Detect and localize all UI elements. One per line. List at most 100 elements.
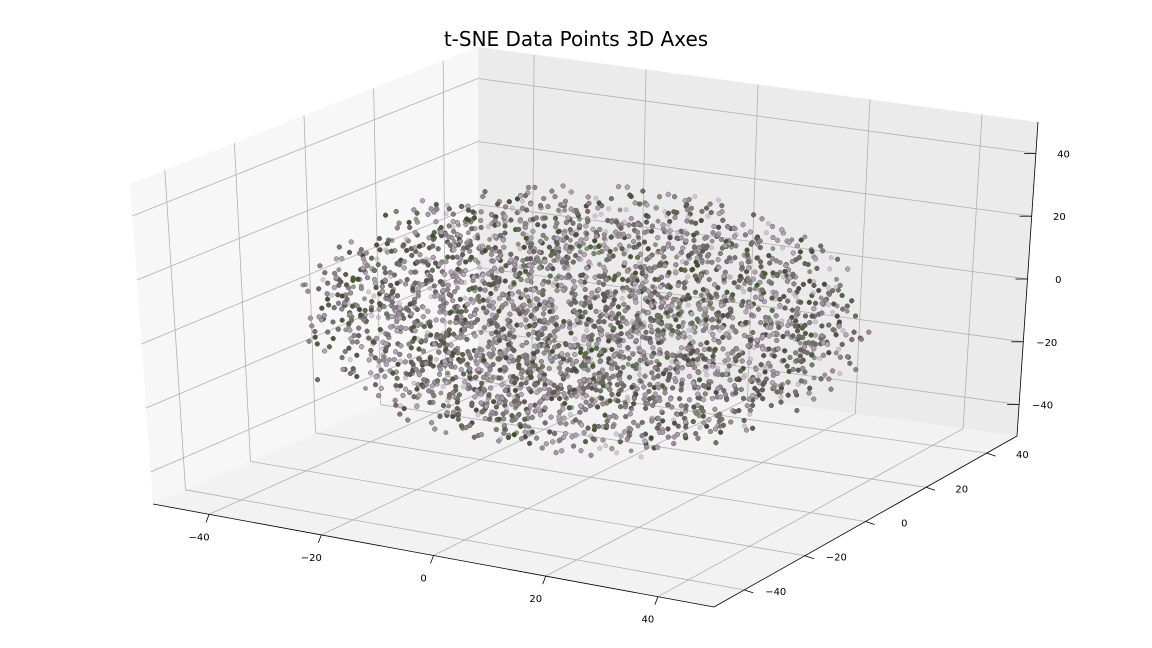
scatter-point — [818, 243, 824, 249]
scatter-point — [740, 222, 746, 228]
scatter-point — [797, 249, 803, 255]
scatter-point — [545, 204, 551, 210]
scatter-point — [640, 188, 646, 194]
scatter-point — [369, 255, 375, 261]
scatter-point — [833, 284, 839, 290]
scatter-point — [698, 217, 704, 224]
scatter-point — [586, 341, 592, 347]
scatter-point — [547, 333, 553, 339]
scatter-point — [761, 353, 767, 359]
scatter-point — [593, 195, 599, 201]
scatter-point — [576, 216, 583, 222]
scatter-point — [549, 188, 555, 194]
scatter-point — [387, 269, 393, 276]
scatter-point — [775, 237, 781, 243]
scatter-point — [767, 260, 773, 266]
scatter-point — [554, 241, 560, 247]
scatter-point — [691, 237, 697, 243]
scatter-point — [816, 287, 822, 294]
scatter-point — [819, 310, 825, 316]
scatter-point — [433, 201, 439, 208]
scatter-point — [633, 264, 639, 270]
scatter-point — [719, 203, 725, 209]
scatter-point — [708, 209, 714, 216]
scatter-point — [830, 309, 836, 316]
scatter-point — [696, 244, 702, 251]
scatter-point — [828, 255, 834, 261]
scatter-point — [595, 205, 601, 211]
scatter-point — [684, 207, 690, 213]
scatter-point — [763, 230, 769, 236]
scatter-point — [648, 339, 654, 346]
scatter-point — [515, 241, 521, 247]
scatter-point — [445, 254, 451, 260]
scatter-point — [529, 241, 535, 247]
scatter-point — [748, 241, 754, 247]
scatter-point — [537, 265, 543, 271]
scatter-point — [633, 299, 639, 305]
grid-lines — [132, 54, 1036, 598]
scatter-point — [550, 266, 556, 272]
scatter-point — [790, 250, 796, 256]
scatter-point — [686, 196, 692, 203]
scatter-point — [508, 251, 514, 257]
scatter-point — [461, 371, 467, 377]
gridline-z-back — [477, 141, 1032, 217]
scatter-point — [493, 329, 499, 335]
scatter-point — [482, 189, 488, 195]
scatter-point — [632, 200, 638, 206]
scatter-point — [503, 204, 509, 210]
scatter-point — [708, 317, 715, 323]
scatter-point — [684, 201, 690, 207]
scatter-point — [403, 236, 409, 242]
scatter-point — [624, 184, 630, 190]
scatter-point — [672, 214, 678, 221]
gridline-z-back — [477, 78, 1036, 154]
scatter-point — [643, 219, 650, 225]
scatter-point — [468, 254, 474, 260]
scatter-point — [642, 392, 648, 398]
scatter-point — [820, 352, 826, 358]
scatter-point — [601, 319, 607, 325]
scatter-point — [836, 319, 842, 325]
scatter-point — [777, 296, 783, 302]
scatter-point — [375, 314, 381, 320]
scatter-point — [780, 245, 786, 251]
scatter-point — [471, 215, 477, 221]
scatter-point — [625, 361, 631, 367]
scatter-point — [541, 223, 547, 229]
scatter-point — [585, 194, 591, 200]
scatter-point — [798, 237, 804, 243]
scatter-point — [626, 243, 632, 249]
scatter-point — [791, 281, 797, 287]
scatter-point — [716, 224, 722, 230]
scatter-point — [650, 345, 656, 351]
scatter-point — [527, 249, 533, 255]
scatter-point — [505, 317, 511, 323]
scatter-point — [635, 234, 641, 240]
scatter-point — [806, 299, 812, 305]
scatter-point — [821, 281, 827, 287]
scatter-point — [754, 343, 760, 349]
scatter-point — [435, 246, 441, 252]
scatter-point — [619, 295, 625, 302]
scatter-point — [849, 298, 855, 304]
scatter-point — [571, 278, 577, 284]
scatter-point — [522, 268, 529, 274]
scatter-point — [618, 225, 624, 231]
scatter-point — [795, 306, 801, 312]
scatter-point — [509, 205, 515, 211]
scatter-point — [750, 329, 756, 336]
scatter-point — [779, 227, 785, 233]
scatter-point — [769, 307, 775, 313]
scatter-point — [495, 221, 501, 227]
pane-left — [130, 47, 478, 504]
scatter-point — [541, 195, 547, 202]
scatter-point — [827, 266, 833, 272]
scatter-point — [798, 299, 804, 305]
scatter-point — [451, 228, 457, 234]
scatter-point — [721, 293, 727, 300]
scatter-point — [520, 258, 526, 264]
scatter-point — [727, 377, 733, 383]
scatter-point — [554, 235, 560, 241]
